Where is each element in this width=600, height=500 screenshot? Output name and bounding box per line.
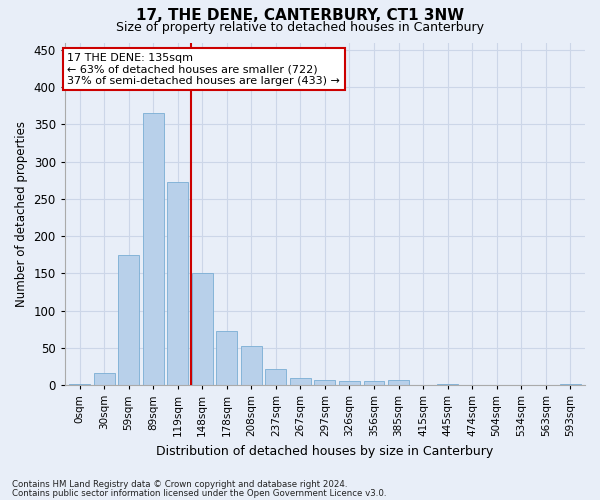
Bar — [217, 332, 237, 385]
Bar — [118, 254, 139, 385]
Text: 17 THE DENE: 135sqm
← 63% of detached houses are smaller (722)
37% of semi-detac: 17 THE DENE: 135sqm ← 63% of detached ho… — [67, 53, 340, 86]
Bar — [290, 378, 311, 385]
X-axis label: Distribution of detached houses by size in Canterbury: Distribution of detached houses by size … — [156, 444, 494, 458]
Bar — [437, 384, 458, 385]
Bar — [241, 346, 262, 385]
Bar — [167, 182, 188, 385]
Text: Contains public sector information licensed under the Open Government Licence v3: Contains public sector information licen… — [12, 488, 386, 498]
Text: 17, THE DENE, CANTERBURY, CT1 3NW: 17, THE DENE, CANTERBURY, CT1 3NW — [136, 8, 464, 22]
Bar — [265, 368, 286, 385]
Bar — [339, 382, 360, 385]
Bar — [364, 382, 385, 385]
Text: Size of property relative to detached houses in Canterbury: Size of property relative to detached ho… — [116, 21, 484, 34]
Text: Contains HM Land Registry data © Crown copyright and database right 2024.: Contains HM Land Registry data © Crown c… — [12, 480, 347, 489]
Bar — [560, 384, 581, 385]
Bar — [314, 380, 335, 385]
Bar — [388, 380, 409, 385]
Y-axis label: Number of detached properties: Number of detached properties — [15, 121, 28, 307]
Bar — [69, 384, 90, 385]
Bar — [94, 373, 115, 385]
Bar — [143, 113, 164, 385]
Bar — [192, 274, 212, 385]
